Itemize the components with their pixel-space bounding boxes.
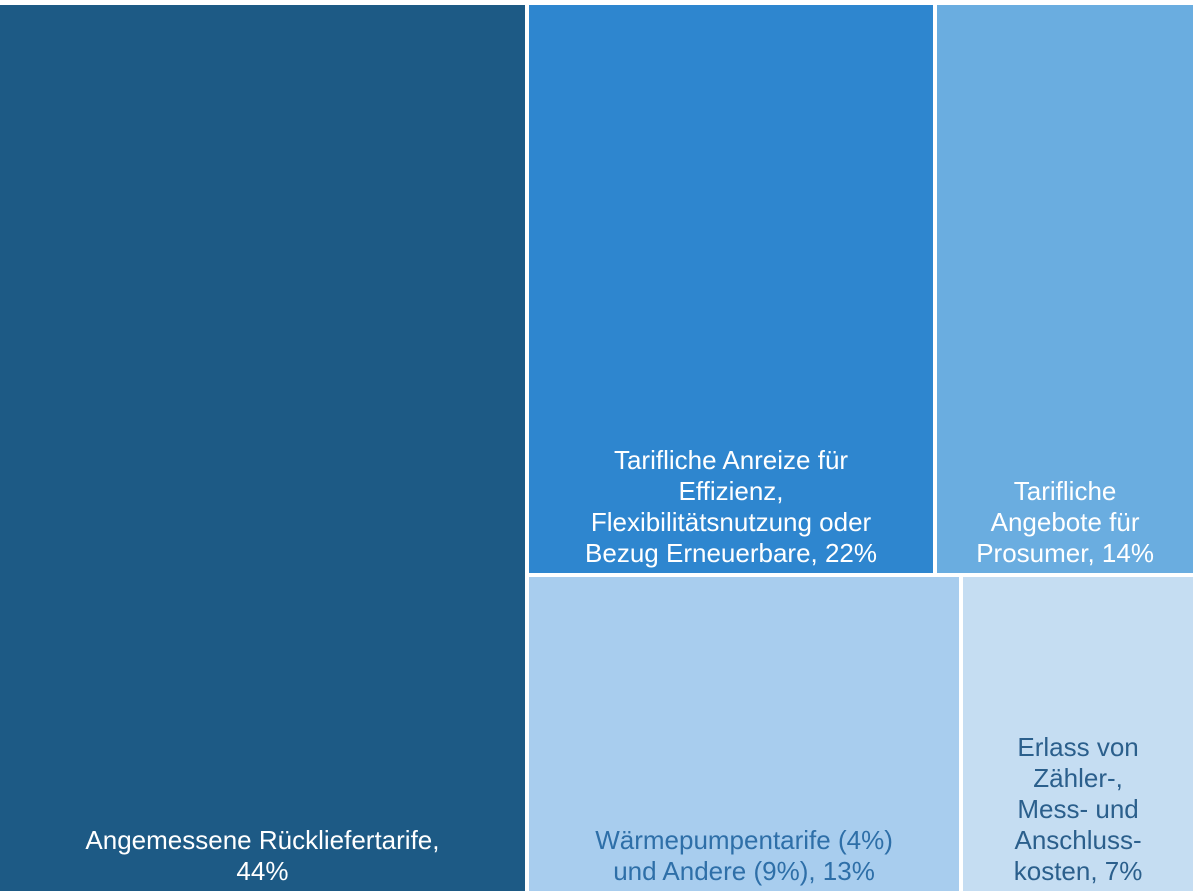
- tile: Tarifliche Anreize für Effizienz, Flexib…: [528, 5, 934, 574]
- tile: Tarifliche Angebote für Prosumer, 14%: [937, 5, 1193, 574]
- tile: Erlass von Zähler-, Mess- und Anschluss-…: [963, 577, 1193, 891]
- tile: Angemessene Rückliefertarife, 44%: [0, 5, 525, 891]
- tile-label: Tarifliche Angebote für Prosumer, 14%: [976, 476, 1154, 569]
- tile-label: Erlass von Zähler-, Mess- und Anschluss-…: [1013, 731, 1143, 886]
- tile-label: Tarifliche Anreize für Effizienz, Flexib…: [585, 445, 878, 569]
- tile: Wärmepumpentarife (4%) und Andere (9%), …: [528, 577, 960, 891]
- tile-label: Angemessene Rückliefertarife, 44%: [85, 825, 440, 886]
- tile-label: Wärmepumpentarife (4%) und Andere (9%), …: [595, 824, 893, 886]
